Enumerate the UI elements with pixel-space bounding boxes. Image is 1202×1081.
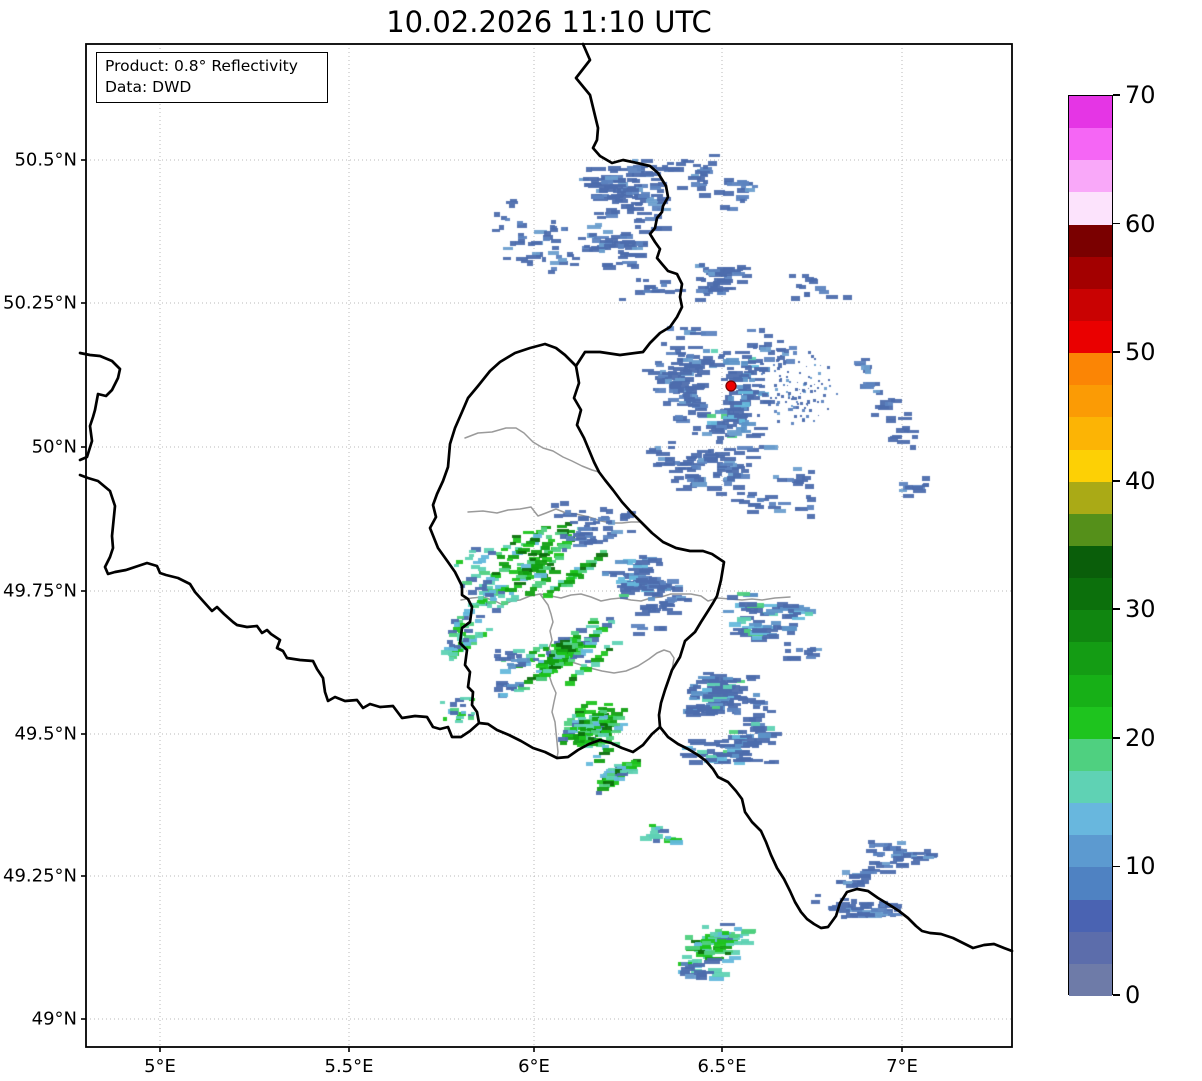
info-box-data-line: Data: DWD <box>105 78 192 96</box>
country-border-line <box>658 725 1014 953</box>
x-tick-label: 7°E <box>886 1056 918 1077</box>
colorbar-band <box>1069 160 1112 193</box>
colorbar-band <box>1069 256 1112 289</box>
colorbar-band <box>1069 931 1112 964</box>
colorbar-band <box>1069 288 1112 321</box>
colorbar-tick-label: 0 <box>1125 981 1141 1009</box>
y-tick-label: 50.25°N <box>3 292 77 314</box>
colorbar-tick-mark <box>1113 737 1120 739</box>
colorbar-band <box>1069 385 1112 418</box>
colorbar-band <box>1069 128 1112 161</box>
colorbar-tick-mark <box>1113 222 1120 225</box>
radar-site-marker <box>725 380 737 392</box>
x-tick-label: 6°E <box>518 1056 550 1077</box>
colorbar-tick-label: 50 <box>1125 338 1156 367</box>
colorbar-band <box>1069 963 1112 996</box>
y-tick-label: 49.25°N <box>3 865 77 887</box>
colorbar-band <box>1069 899 1112 932</box>
colorbar-band <box>1069 803 1112 836</box>
colorbar-band <box>1069 738 1112 771</box>
country-border-line <box>78 473 481 739</box>
colorbar-tick-mark <box>1113 865 1120 868</box>
info-box: Product: 0.8° Reflectivity Data: DWD <box>96 52 328 103</box>
colorbar-band <box>1069 513 1112 546</box>
colorbar-tick-label: 30 <box>1125 595 1156 624</box>
radar-echo-layer <box>86 44 1012 1047</box>
y-tick-label: 50.5°N <box>14 149 77 171</box>
colorbar-tick-label: 60 <box>1125 209 1156 238</box>
country-border-line <box>572 364 726 729</box>
y-tick-label: 50°N <box>31 436 77 458</box>
plot-frame <box>85 43 1013 1048</box>
y-tick-label: 49.75°N <box>3 580 77 602</box>
colorbar-band <box>1069 353 1112 386</box>
country-border-line <box>574 42 684 368</box>
colorbar-band <box>1069 642 1112 675</box>
colorbar-tick-mark <box>1113 351 1120 353</box>
x-tick-label: 6.5°E <box>697 1056 747 1077</box>
colorbar-tick-mark <box>1113 994 1120 996</box>
colorbar-band <box>1069 706 1112 739</box>
x-tick-label: 5°E <box>144 1056 176 1077</box>
colorbar-band <box>1069 192 1112 225</box>
colorbar-tick-mark <box>1113 479 1120 482</box>
colorbar-tick-label: 20 <box>1125 723 1156 752</box>
colorbar-band <box>1069 867 1112 900</box>
country-border-line <box>477 721 662 760</box>
x-tick-label: 5.5°E <box>324 1056 374 1077</box>
colorbar-tick-mark <box>1113 94 1120 96</box>
colorbar-band <box>1069 770 1112 804</box>
colorbar-band <box>1069 96 1112 129</box>
colorbar-tick-mark <box>1113 608 1120 611</box>
info-box-product-line: Product: 0.8° Reflectivity <box>105 57 298 75</box>
colorbar-band <box>1069 449 1112 482</box>
colorbar-band <box>1069 674 1112 707</box>
colorbar-band <box>1069 545 1112 579</box>
colorbar <box>1068 95 1113 996</box>
colorbar-band <box>1069 417 1112 450</box>
colorbar-band <box>1069 224 1112 257</box>
colorbar-band <box>1069 481 1112 514</box>
y-tick-label: 49.5°N <box>14 723 77 745</box>
country-border-line <box>78 351 122 462</box>
colorbar-tick-label: 10 <box>1125 852 1156 881</box>
colorbar-tick-label: 70 <box>1125 81 1156 109</box>
colorbar-tick-label: 40 <box>1125 466 1156 495</box>
country-border-line <box>428 342 578 725</box>
colorbar-band <box>1069 610 1112 643</box>
page-title: 10.02.2026 11:10 UTC <box>386 5 712 39</box>
colorbar-band <box>1069 835 1112 868</box>
y-tick-label: 49°N <box>31 1008 77 1030</box>
colorbar-band <box>1069 578 1112 611</box>
colorbar-band <box>1069 320 1112 354</box>
